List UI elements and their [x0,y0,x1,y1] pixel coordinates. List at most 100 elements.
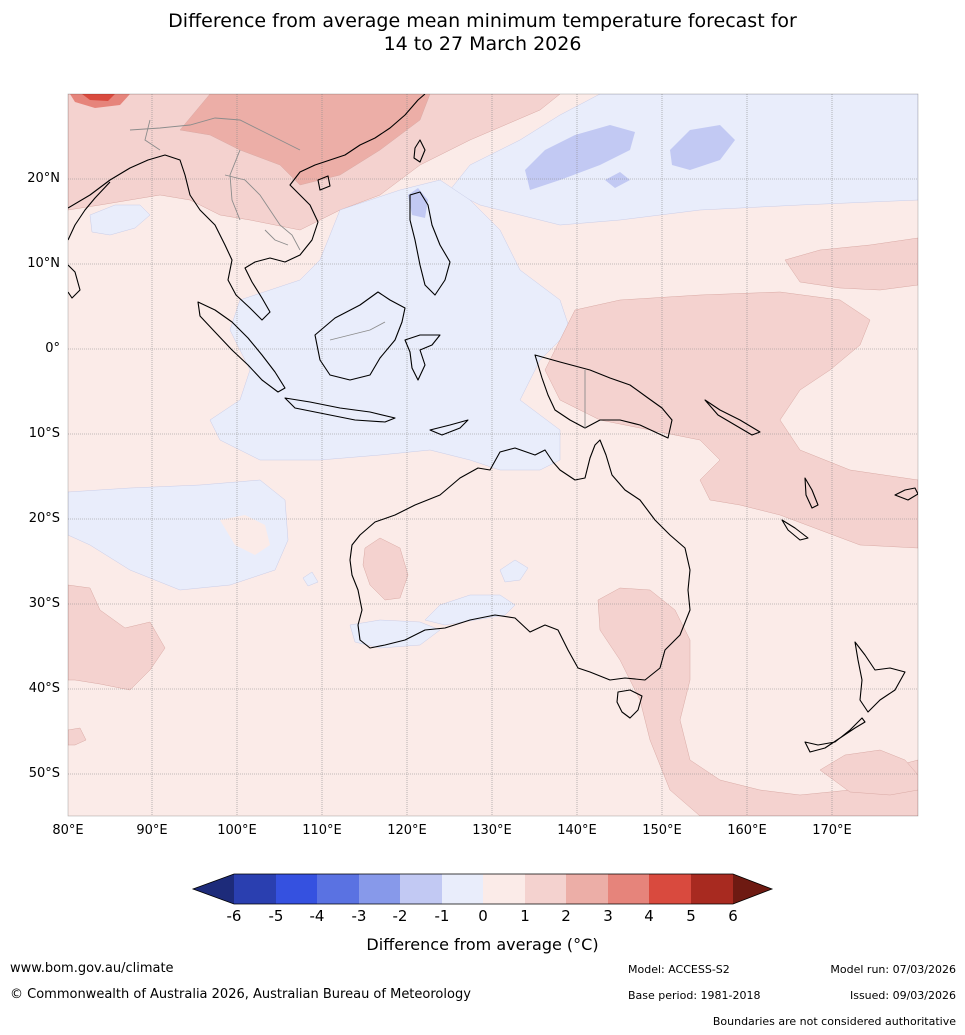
lon-label: 120°E [387,823,427,838]
coastline-new-caledonia [781,519,809,541]
coastline-philippines [409,191,451,296]
cool-region-sw-australia [349,619,441,649]
border-asia-5 [144,119,161,151]
colorbar-segment [359,874,400,904]
coastline-sulawesi [404,334,441,381]
lon-label: 170°E [812,823,852,838]
lat-label: 40°S [28,681,60,696]
colorbar-tick-label: -4 [309,907,325,925]
colorbar-low-extension [193,874,234,904]
colorbar-title: Difference from average (°C) [366,935,599,954]
colorbar-segment [566,874,608,904]
coastline-new-zealand-north [854,641,906,713]
colorbar-segment [649,874,691,904]
colorbar-segment [691,874,733,904]
warm-region-new-zealand [819,749,918,796]
coastline-sri-lanka [68,264,81,299]
colorbar-outline [191,873,774,905]
coastline-australia [349,439,691,681]
border-asia-2 [224,174,301,251]
coastline-taiwan [413,139,426,163]
warm-region-asia-5 [82,94,115,101]
model-name: Model: ACCESS-S2 [628,963,730,976]
warm-region-tasman [597,587,918,816]
border-asia-3 [229,149,241,221]
colorbar-tick-label: -6 [226,907,242,925]
coastline-asia-mainland [68,94,426,321]
lat-label: 20°N [27,171,60,186]
colorbar-segment [234,874,276,904]
colorbar-segment [276,874,317,904]
colorbar [191,873,774,905]
warm-region-western-australia [362,537,409,601]
cool-region-north-pacific-4 [605,172,630,188]
issued-date: Issued: 09/03/2026 [849,989,956,1002]
warm-region-southern-indian [68,584,166,691]
colorbar-tick-label: 6 [728,907,738,925]
cool-region-central-australia [499,559,529,583]
colorbar-tick-label: -1 [434,907,450,925]
model-run-date: Model run: 07/03/2026 [830,963,956,976]
colorbar-tick-label: -2 [392,907,408,925]
website-link[interactable]: www.bom.gov.au/climate [10,961,174,976]
base-period: Base period: 1981-2018 [628,989,761,1002]
coastlines [68,94,918,753]
coastline-timor [429,419,469,436]
title-line-2: 14 to 27 March 2026 [383,33,582,55]
coastline-india [68,181,111,241]
coastline-java [284,397,396,423]
cool-region-north-pacific-3 [670,125,735,170]
title-line-1: Difference from average mean minimum tem… [168,10,797,32]
coastline-hainan [317,175,331,191]
colorbar-tick-label: 1 [520,907,530,925]
cool-region-philippines [408,188,428,218]
country-borders [129,117,586,428]
colorbar-tick-label: 3 [603,907,613,925]
colorbar-segment [317,874,359,904]
lon-label: 90°E [136,823,168,838]
coastline-sumatra [197,301,286,393]
colorbar-tick-label: 2 [561,907,571,925]
lat-label: 0° [45,341,60,356]
colorbar-segment [442,874,483,904]
colorbar-tick-label: 0 [478,907,488,925]
boundaries-disclaimer: Boundaries are not considered authoritat… [712,1015,956,1028]
coastline-solomon-islands [704,399,761,436]
copyright-text: © Commonwealth of Australia 2026, Austra… [10,987,471,1002]
warm-region-south-pacific [544,291,918,549]
map-title: Difference from average mean minimum tem… [0,10,965,56]
cool-region-indonesia [209,179,571,471]
lon-label: 140°E [557,823,597,838]
coastline-borneo [314,291,406,381]
cool-region-north-pacific-2 [525,125,635,190]
colorbar-segment [400,874,442,904]
lon-label: 150°E [642,823,682,838]
colorbar-segment [608,874,649,904]
warm-region-north-pacific-east [784,237,918,291]
lat-label: 30°S [28,596,60,611]
warm-region-asia-3 [179,94,431,186]
border-borneo [329,321,386,341]
map-frame [67,93,919,817]
lon-label: 80°E [52,823,84,838]
lon-label: 110°E [302,823,342,838]
lat-label: 50°S [28,766,60,781]
colorbar-tick-label: -5 [268,907,284,925]
lon-label: 160°E [727,823,767,838]
coastline-new-guinea [534,354,673,439]
coastline-vanuatu [804,477,819,509]
border-asia-4 [264,229,289,246]
warm-region-southwest-corner [68,727,87,746]
coastline-tasmania [616,689,643,719]
lon-label: 130°E [472,823,512,838]
cool-region-sw-coast [302,571,319,587]
border-asia-1 [129,117,301,151]
anomaly-regions [68,94,918,816]
colorbar-segment [483,874,525,904]
coastline-fiji [894,487,918,501]
lat-label: 10°N [27,256,60,271]
cool-region-indian-ocean [68,479,289,591]
warm-patch-indian-ocean [220,515,270,555]
warm-region-asia-4 [70,94,130,108]
